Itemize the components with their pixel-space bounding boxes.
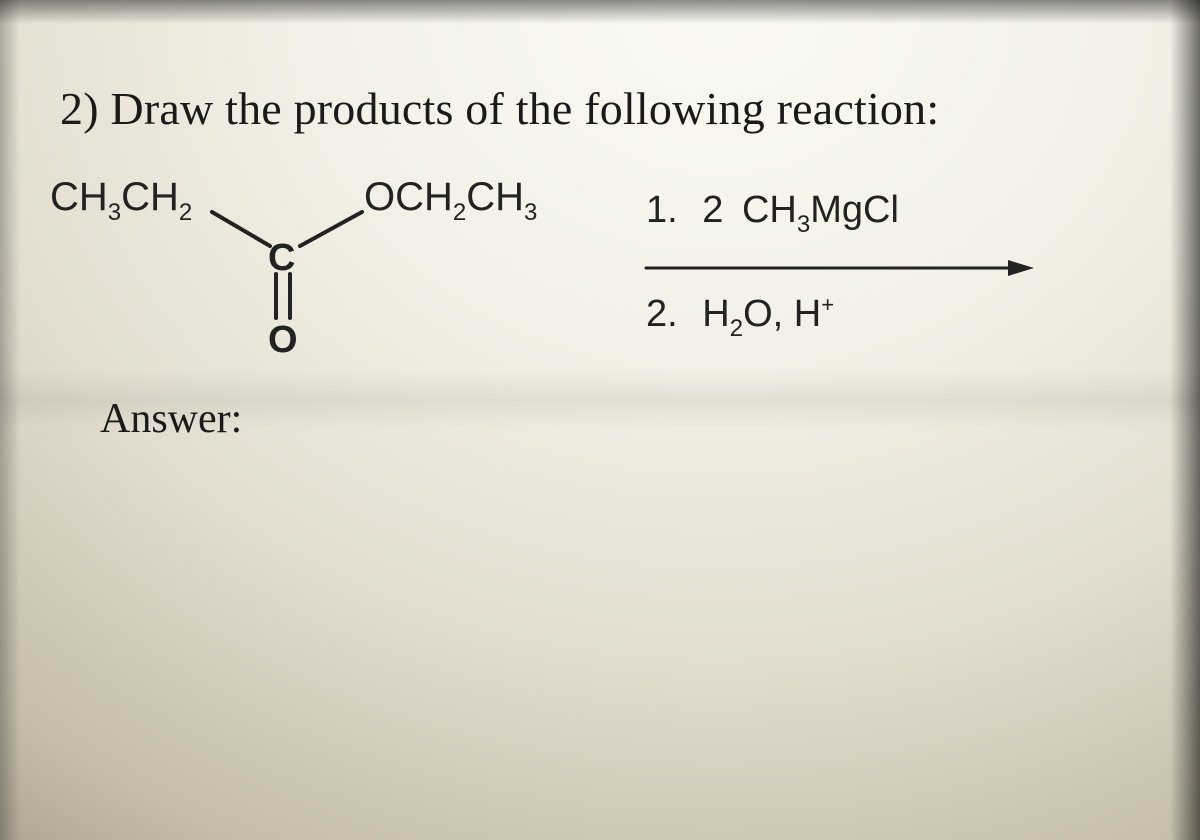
- group-och2ch3: OCH2CH3: [364, 175, 537, 226]
- group-ch3ch2: CH3CH2: [50, 175, 192, 226]
- carbonyl-o: O: [268, 319, 298, 361]
- reaction-diagram: CH3CH2 C OCH2CH3 O 1. 2 CH3MgCl: [50, 160, 1130, 370]
- reaction-arrow-head: [1008, 260, 1034, 276]
- answer-label: Answer:: [100, 395, 1140, 443]
- question-number: 2): [60, 83, 99, 134]
- bond-left: [212, 212, 270, 246]
- question-line: 2) Draw the products of the following re…: [60, 82, 1140, 135]
- page-content: 2) Draw the products of the following re…: [0, 0, 1200, 840]
- reagent-step1: 1. 2 CH3MgCl: [646, 189, 899, 238]
- reagent-step2: 2. H2O, H+: [646, 292, 834, 342]
- question-prompt: Draw the products of the following react…: [110, 83, 939, 134]
- bond-right: [300, 212, 362, 246]
